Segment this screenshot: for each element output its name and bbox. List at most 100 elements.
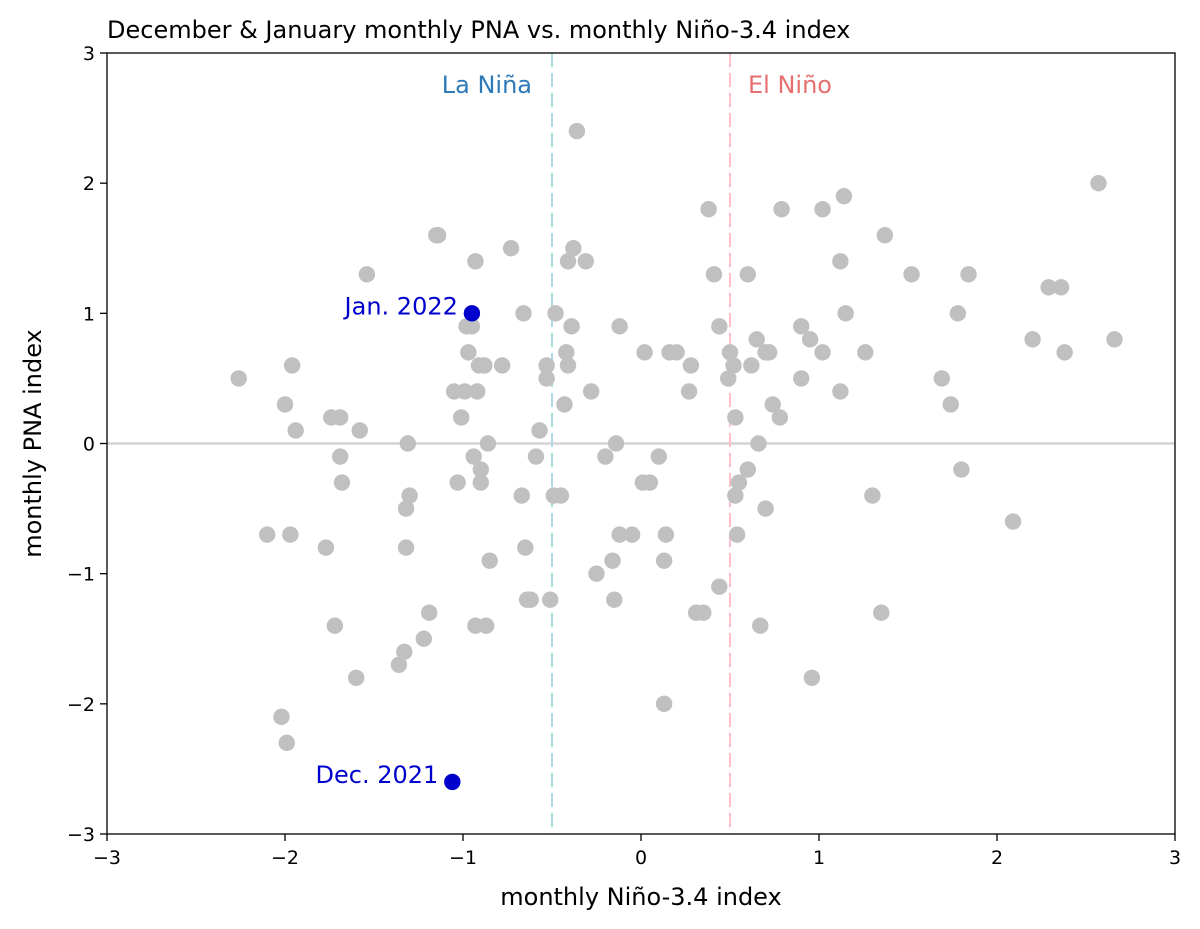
data-point [463,318,481,335]
data-point [429,227,447,244]
x-tick-label: 3 [1169,847,1181,869]
data-point [558,344,575,361]
data-point [259,526,276,543]
data-point [728,526,746,543]
data-point [873,604,890,621]
data-point [453,409,470,426]
data-point [695,604,712,621]
data-point [559,253,577,270]
data-point [727,487,744,504]
data-point [282,526,299,543]
data-point [568,122,586,140]
data-point [415,630,433,647]
data-point [721,344,739,361]
data-point [793,370,810,387]
x-tick-label: 1 [813,847,825,869]
data-point [477,617,495,634]
data-point [942,396,959,413]
data-point [276,396,294,413]
data-point [739,461,756,478]
y-axis-label: monthly PNA index [19,329,47,558]
data-point [331,409,349,426]
data-point [623,526,641,543]
x-tick-label: 0 [635,847,647,869]
data-point [876,227,894,244]
data-point [750,435,767,452]
data-point [757,500,774,517]
data-point [472,474,489,491]
data-point [481,552,498,569]
data-point [960,266,977,283]
x-tick-label: −3 [93,847,121,869]
data-point [657,526,675,543]
data-point [611,526,628,543]
point-annotation: Jan. 2022 [343,292,458,320]
data-point [814,344,831,361]
data-point [725,357,742,374]
data-point [397,500,415,517]
data-point [396,643,413,660]
data-point [604,552,621,569]
data-point [597,448,614,465]
data-point [588,565,605,582]
data-point [556,396,573,413]
x-axis-label: monthly Niño-3.4 index [500,883,781,911]
data-point [472,461,489,478]
data-point [711,318,728,335]
data-point [348,669,365,686]
data-point [559,357,577,374]
data-point [469,383,486,400]
data-point [803,669,821,686]
x-axis-ticks: −3 −2 −1 0 1 2 3 [93,834,1181,869]
data-point [655,552,673,569]
data-point [727,409,744,426]
data-point [764,396,781,413]
data-point [358,266,376,283]
data-point [476,357,493,374]
data-point [517,539,534,556]
x-tick-label: −1 [449,847,477,869]
data-point [390,656,408,673]
data-point [565,240,582,257]
data-point [700,201,717,218]
data-point [1052,279,1070,296]
data-point [953,461,970,478]
data-point [752,617,769,634]
data-point [1024,331,1041,348]
data-point [479,435,497,452]
data-point [773,201,790,218]
point-annotations: Jan. 2022 Dec. 2021 [316,292,458,789]
data-point [230,370,247,387]
data-point [542,591,559,608]
y-tick-label: −1 [67,564,95,586]
data-point [611,318,628,335]
data-point [760,344,778,361]
data-point [401,487,418,504]
data-point [655,695,673,713]
data-point [720,370,737,387]
data-point [771,409,789,426]
data-point [682,357,700,374]
data-point [522,591,539,608]
data-point [278,734,295,752]
data-point [456,383,473,400]
y-tick-label: −3 [67,824,95,846]
data-point [317,539,335,556]
data-point [538,370,555,387]
chart-title: December & January monthly PNA vs. month… [107,16,850,44]
point-annotation: Dec. 2021 [316,761,439,789]
data-point [420,604,438,621]
data-point [793,318,810,335]
data-point [837,305,854,322]
data-point [680,383,698,400]
data-point [641,474,659,491]
data-point [636,344,653,361]
data-point [1004,513,1022,530]
data-point [711,578,728,595]
data-point [739,266,756,283]
y-tick-label: 2 [83,173,95,195]
data-point [933,370,951,387]
y-tick-label: 3 [83,43,95,65]
data-point [515,305,532,322]
